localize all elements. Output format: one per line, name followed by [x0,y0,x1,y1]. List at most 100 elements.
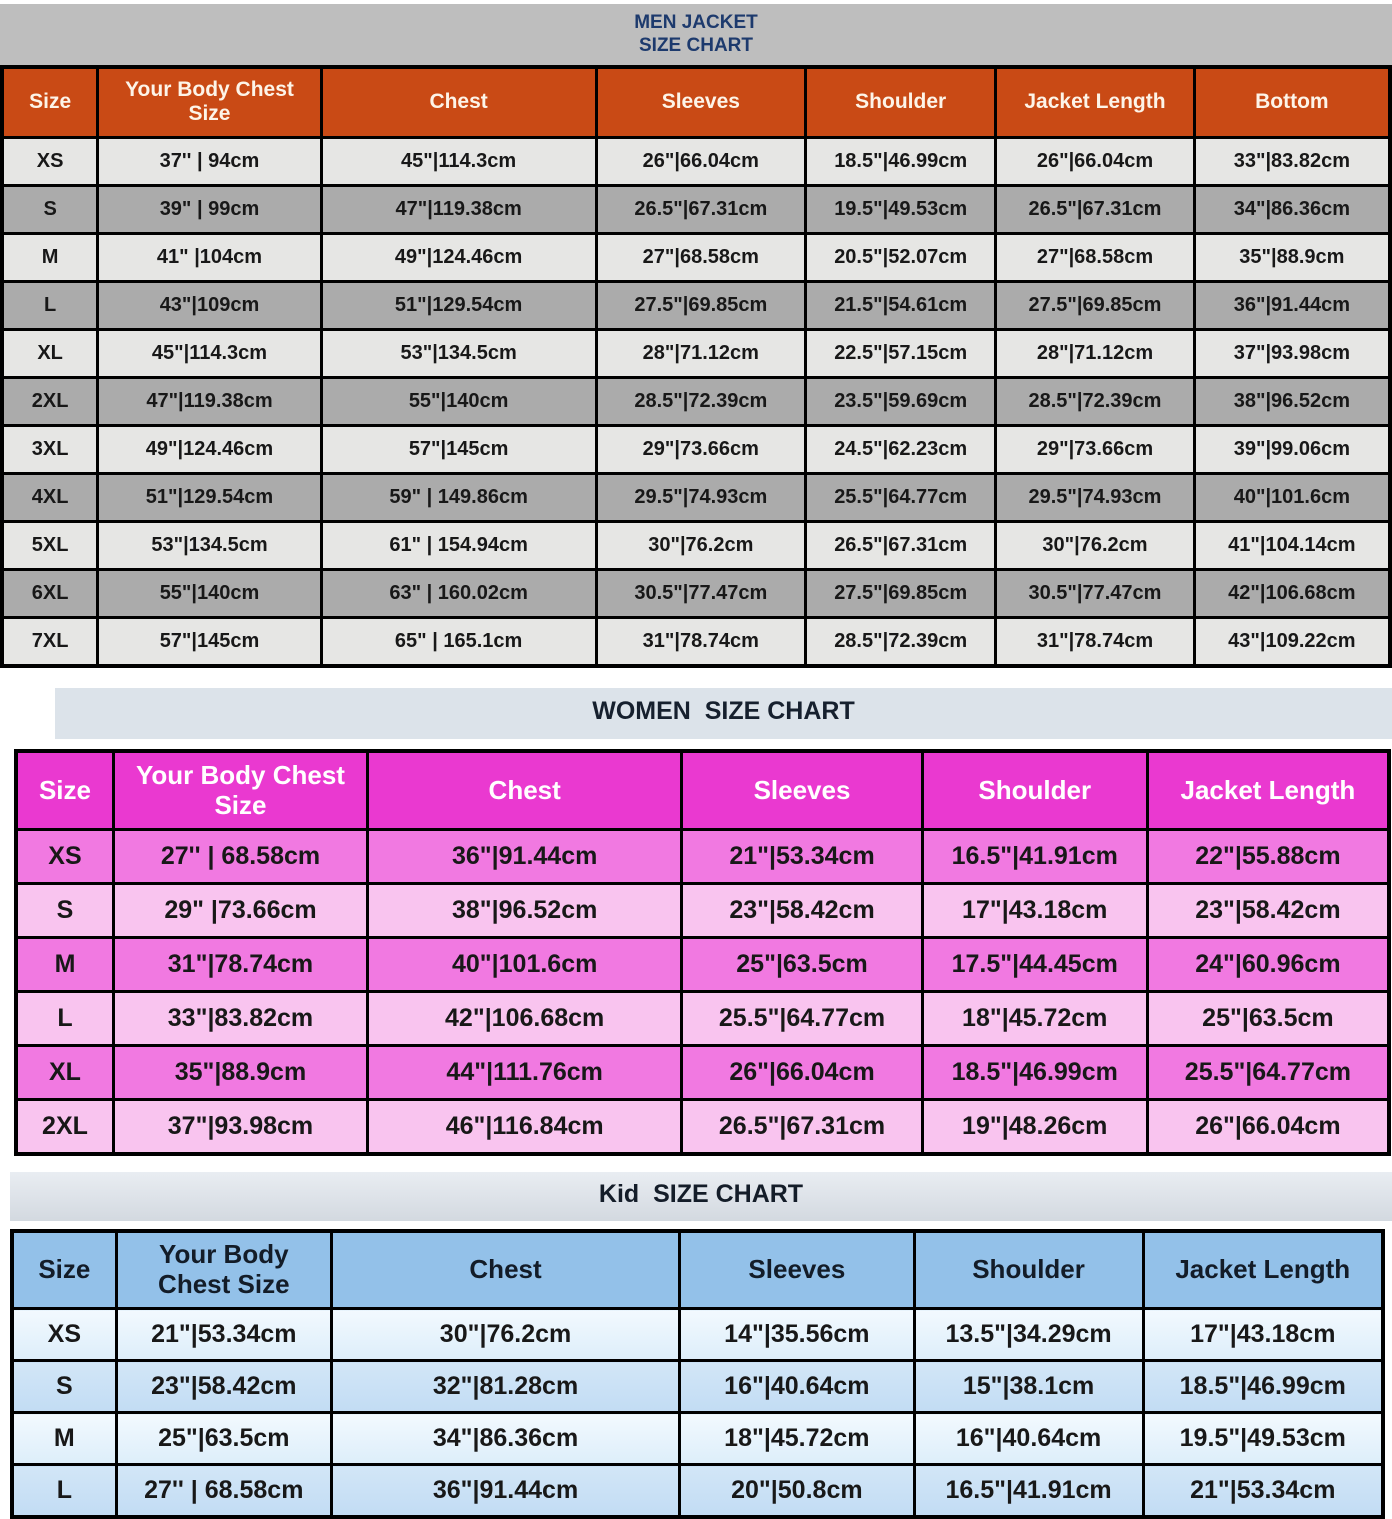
table-row: 2XL 37"|93.98cm 46"|116.84cm 26.5"|67.31cm 1… [14,1098,1391,1156]
measurement-cell: 23"|58.42cm [680,882,924,940]
kid-chart-title: Kid SIZE CHART [10,1172,1392,1222]
column-header: Jacket Length [1141,1229,1385,1311]
measurement-cell: 25"|63.5cm [114,1411,333,1467]
size-cell: 3XL [0,423,100,475]
table-row: M 25"|63.5cm 34"|86.36cm 18"|45.72cm 16"|40.… [10,1411,1385,1467]
measurement-cell: 19"|48.26cm [920,1098,1149,1156]
size-cell: L [10,1463,118,1519]
measurement-cell: 19.5"|49.53cm [804,183,998,235]
header-row: Size Your Body Chest Size Chest Sleeves Shou… [14,749,1391,832]
measurement-cell: 24"|60.96cm [1145,936,1391,994]
table-row: XL 35"|88.9cm 44"|111.76cm 26"|66.04cm 18.5"… [14,1044,1391,1102]
measurement-cell: 46"|116.84cm [365,1098,684,1156]
measurement-cell: 49"|124.46cm [96,423,323,475]
measurement-cell: 37"|93.98cm [1192,327,1392,379]
measurement-cell: 55"|140cm [319,375,598,427]
measurement-cell: 24.5"|62.23cm [804,423,998,475]
size-cell: XS [14,828,115,886]
measurement-cell: 36"|91.44cm [329,1463,682,1519]
measurement-cell: 53"|134.5cm [319,327,598,379]
measurement-cell: 30"|76.2cm [594,519,808,571]
measurement-cell: 27"|68.58cm [994,231,1196,283]
measurement-cell: 30"|76.2cm [994,519,1196,571]
measurement-cell: 65" | 165.1cm [319,615,598,668]
column-header: Jacket Length [1145,749,1391,832]
measurement-cell: 26"|66.04cm [994,135,1196,187]
women-size-chart-section: WOMEN SIZE CHART Size Your Body Chest Siz… [0,687,1392,1157]
measurement-cell: 25.5"|64.77cm [680,990,924,1048]
measurement-cell: 27'' | 68.58cm [114,1463,333,1519]
column-header: Chest [329,1229,682,1311]
measurement-cell: 27"|68.58cm [594,231,808,283]
size-cell: 6XL [0,567,100,619]
measurement-cell: 21"|53.34cm [114,1307,333,1363]
measurement-cell: 53"|134.5cm [96,519,323,571]
measurement-cell: 63" | 160.02cm [319,567,598,619]
measurement-cell: 28.5"|72.39cm [994,375,1196,427]
measurement-cell: 39" | 99cm [96,183,323,235]
column-header: Your Body Chest Size [111,749,369,832]
measurement-cell: 26.5"|67.31cm [594,183,808,235]
size-cell: S [10,1359,118,1415]
measurement-cell: 51"|129.54cm [96,471,323,523]
measurement-cell: 41" |104cm [96,231,323,283]
measurement-cell: 17"|43.18cm [1141,1307,1385,1363]
size-cell: 5XL [0,519,100,571]
measurement-cell: 34"|86.36cm [1192,183,1392,235]
measurement-cell: 29"|73.66cm [594,423,808,475]
measurement-cell: 16"|40.64cm [678,1359,916,1415]
table-row: XS 27'' | 68.58cm 36"|91.44cm 21"|53.34cm 16… [14,828,1391,886]
measurement-cell: 30"|76.2cm [329,1307,682,1363]
measurement-cell: 43"|109.22cm [1192,615,1392,668]
table-row: 5XL 53"|134.5cm 61" | 154.94cm 30"|76.2cm 26… [0,519,1392,571]
measurement-cell: 29.5"|74.93cm [594,471,808,523]
size-cell: 2XL [14,1098,115,1156]
measurement-cell: 45"|114.3cm [96,327,323,379]
column-header: Bottom [1192,65,1392,139]
measurement-cell: 18.5"|46.99cm [920,1044,1149,1102]
measurement-cell: 18"|45.72cm [920,990,1149,1048]
measurement-cell: 23"|58.42cm [1145,882,1391,940]
measurement-cell: 26.5"|67.31cm [804,519,998,571]
measurement-cell: 42"|106.68cm [365,990,684,1048]
measurement-cell: 28"|71.12cm [994,327,1196,379]
measurement-cell: 35"|88.9cm [111,1044,369,1102]
table-row: 4XL 51"|129.54cm 59" | 149.86cm 29.5"|74.93… [0,471,1392,523]
measurement-cell: 30.5"|77.47cm [594,567,808,619]
measurement-cell: 59" | 149.86cm [319,471,598,523]
column-header: Your Body Chest Size [96,65,323,139]
table-row: S 29" |73.66cm 38"|96.52cm 23"|58.42cm 17"|4… [14,882,1391,940]
column-header: Jacket Length [994,65,1196,139]
men-chart-title-line2: SIZE CHART [639,35,753,57]
measurement-cell: 36"|91.44cm [365,828,684,886]
size-cell: M [10,1411,118,1467]
column-header: Your Body Chest Size [114,1229,333,1311]
measurement-cell: 21.5"|54.61cm [804,279,998,331]
measurement-cell: 21"|53.34cm [680,828,924,886]
measurement-cell: 32"|81.28cm [329,1359,682,1415]
column-header: Sleeves [594,65,808,139]
measurement-cell: 16.5"|41.91cm [912,1463,1145,1519]
measurement-cell: 41"|104.14cm [1192,519,1392,571]
measurement-cell: 47"|119.38cm [96,375,323,427]
measurement-cell: 31"|78.74cm [994,615,1196,668]
table-row: XS 37'' | 94cm 45"|114.3cm 26"|66.04cm 18.5"… [0,135,1392,187]
table-row: M 31"|78.74cm 40"|101.6cm 25"|63.5cm 17.5"|4… [14,936,1391,994]
table-row: L 27'' | 68.58cm 36"|91.44cm 20"|50.8cm 16.5… [10,1463,1385,1519]
table-row: XL 45"|114.3cm 53"|134.5cm 28"|71.12cm 22.5"… [0,327,1392,379]
measurement-cell: 27.5"|69.85cm [994,279,1196,331]
measurement-cell: 40"|101.6cm [1192,471,1392,523]
column-header: Sleeves [680,749,924,832]
measurement-cell: 26"|66.04cm [1145,1098,1391,1156]
size-cell: S [14,882,115,940]
table-row: S 23"|58.42cm 32"|81.28cm 16"|40.64cm 15"|38… [10,1359,1385,1415]
size-cell: 4XL [0,471,100,523]
men-chart-title-line1: MEN JACKET [634,12,758,33]
measurement-cell: 25.5"|64.77cm [1145,1044,1391,1102]
measurement-cell: 21"|53.34cm [1141,1463,1385,1519]
measurement-cell: 27.5"|69.85cm [804,567,998,619]
measurement-cell: 37'' | 94cm [96,135,323,187]
measurement-cell: 57"|145cm [319,423,598,475]
size-cell: XS [10,1307,118,1363]
size-cell: M [0,231,100,283]
